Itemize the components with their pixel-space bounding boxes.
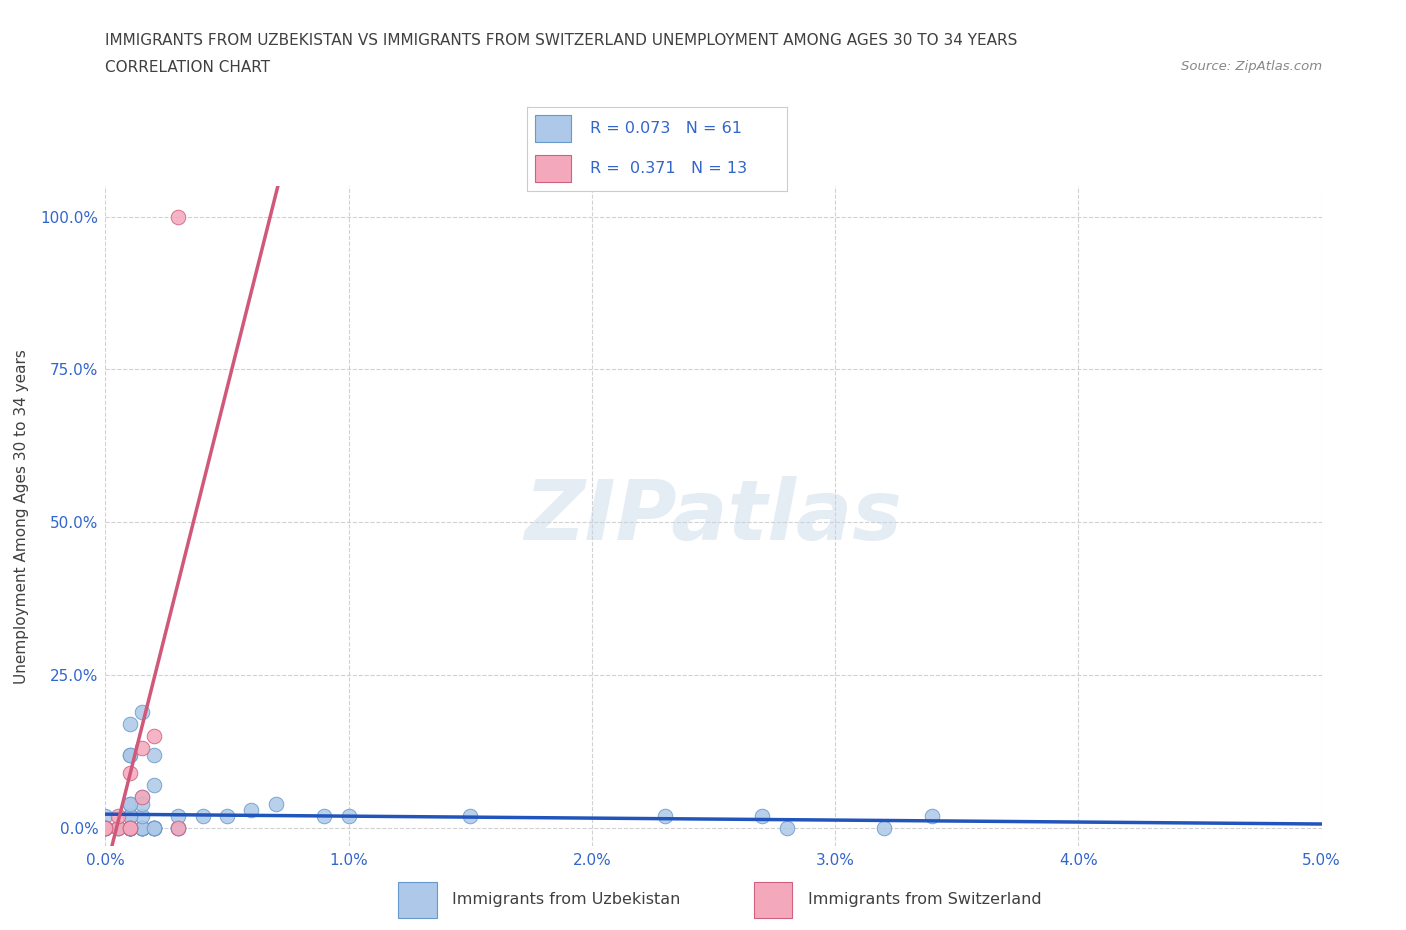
Point [94,820,117,835]
Bar [754,882,793,918]
Point [118,820,141,835]
Point [131,820,153,835]
Point [118,820,141,835]
Point [118,820,141,835]
Point [143,777,166,792]
Point [94,820,117,835]
Text: R =  0.371   N = 13: R = 0.371 N = 13 [589,162,747,177]
Point [143,820,166,835]
Point [131,820,153,835]
Point [118,820,141,835]
Point [143,820,166,835]
Point [167,820,190,835]
Point [118,808,141,823]
Point [118,820,141,835]
Point [143,820,166,835]
Point [118,820,141,835]
Point [167,820,190,835]
Point [118,820,141,835]
Point [458,808,481,823]
Point [167,820,190,835]
Point [873,820,896,835]
Point [751,808,773,823]
Point [167,209,190,224]
Point [118,820,141,835]
Text: IMMIGRANTS FROM UZBEKISTAN VS IMMIGRANTS FROM SWITZERLAND UNEMPLOYMENT AMONG AGE: IMMIGRANTS FROM UZBEKISTAN VS IMMIGRANTS… [105,33,1018,47]
Point [143,820,166,835]
Point [107,808,129,823]
Point [94,820,117,835]
Point [131,790,153,804]
Point [191,808,214,823]
Point [143,729,166,744]
Point [118,747,141,762]
Point [118,765,141,780]
Point [118,796,141,811]
Point [143,820,166,835]
Point [131,741,153,756]
Point [654,808,676,823]
Point [131,808,153,823]
Point [131,820,153,835]
Point [131,820,153,835]
Bar [398,882,437,918]
Point [217,808,239,823]
Point [118,717,141,732]
Point [94,820,117,835]
Point [775,820,797,835]
Point [143,747,166,762]
Text: Source: ZipAtlas.com: Source: ZipAtlas.com [1181,60,1322,73]
Text: CORRELATION CHART: CORRELATION CHART [105,60,270,75]
Point [118,796,141,811]
Text: ZIPatlas: ZIPatlas [524,475,903,557]
Text: Immigrants from Uzbekistan: Immigrants from Uzbekistan [453,892,681,908]
Point [118,820,141,835]
Point [921,808,943,823]
Point [107,820,129,835]
Point [314,808,336,823]
Point [143,820,166,835]
Y-axis label: Unemployment Among Ages 30 to 34 years: Unemployment Among Ages 30 to 34 years [14,349,30,684]
Point [131,790,153,804]
Point [337,808,360,823]
Point [131,820,153,835]
Text: Immigrants from Switzerland: Immigrants from Switzerland [807,892,1042,908]
Point [107,820,129,835]
Point [131,704,153,719]
Point [240,803,263,817]
Point [167,820,190,835]
Point [118,820,141,835]
Point [131,820,153,835]
Point [118,820,141,835]
Bar [536,115,571,142]
Point [118,820,141,835]
Bar [536,155,571,182]
Point [131,820,153,835]
Point [94,808,117,823]
Point [107,820,129,835]
Point [118,747,141,762]
Point [118,820,141,835]
Point [131,796,153,811]
Point [118,808,141,823]
Point [94,820,117,835]
Point [264,796,287,811]
Point [118,820,141,835]
Point [118,820,141,835]
Point [167,808,190,823]
Point [94,820,117,835]
Text: R = 0.073   N = 61: R = 0.073 N = 61 [589,121,742,136]
